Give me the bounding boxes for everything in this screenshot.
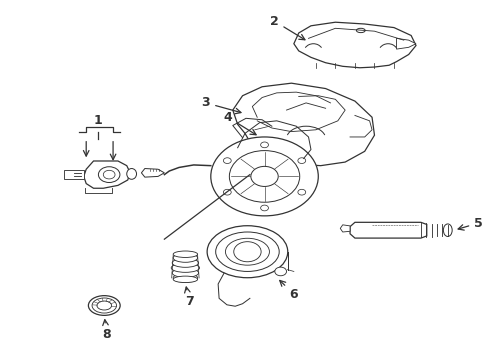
Polygon shape (64, 170, 84, 179)
Text: 3: 3 (201, 96, 241, 114)
Ellipse shape (172, 258, 198, 267)
Ellipse shape (88, 296, 120, 315)
Ellipse shape (173, 253, 197, 262)
Text: 8: 8 (102, 320, 111, 341)
Ellipse shape (207, 226, 288, 278)
Circle shape (223, 189, 231, 195)
Circle shape (298, 158, 306, 163)
Circle shape (251, 166, 278, 186)
Circle shape (275, 267, 287, 276)
Circle shape (234, 242, 261, 262)
Ellipse shape (216, 232, 279, 271)
Circle shape (223, 158, 231, 163)
Ellipse shape (92, 298, 117, 313)
Ellipse shape (97, 301, 112, 310)
Ellipse shape (173, 273, 197, 282)
Circle shape (261, 142, 269, 148)
Polygon shape (233, 83, 374, 166)
Text: 2: 2 (270, 15, 305, 40)
Circle shape (261, 205, 269, 211)
Circle shape (98, 167, 120, 183)
Text: 6: 6 (280, 280, 298, 301)
Polygon shape (340, 225, 350, 232)
Polygon shape (396, 39, 416, 49)
Ellipse shape (225, 238, 270, 265)
Circle shape (211, 137, 318, 216)
Ellipse shape (171, 264, 199, 273)
Ellipse shape (356, 28, 365, 33)
Polygon shape (294, 22, 416, 68)
Circle shape (298, 189, 306, 195)
Ellipse shape (173, 276, 197, 283)
Polygon shape (84, 161, 130, 188)
Circle shape (229, 150, 300, 202)
Text: 7: 7 (185, 287, 194, 309)
Polygon shape (142, 168, 164, 177)
Ellipse shape (443, 224, 452, 237)
Ellipse shape (173, 251, 197, 257)
Circle shape (103, 170, 115, 179)
Text: 5: 5 (458, 216, 483, 230)
Text: 4: 4 (223, 111, 256, 135)
Polygon shape (350, 222, 427, 238)
Ellipse shape (172, 269, 198, 277)
Text: 1: 1 (94, 114, 103, 127)
Ellipse shape (127, 168, 137, 179)
